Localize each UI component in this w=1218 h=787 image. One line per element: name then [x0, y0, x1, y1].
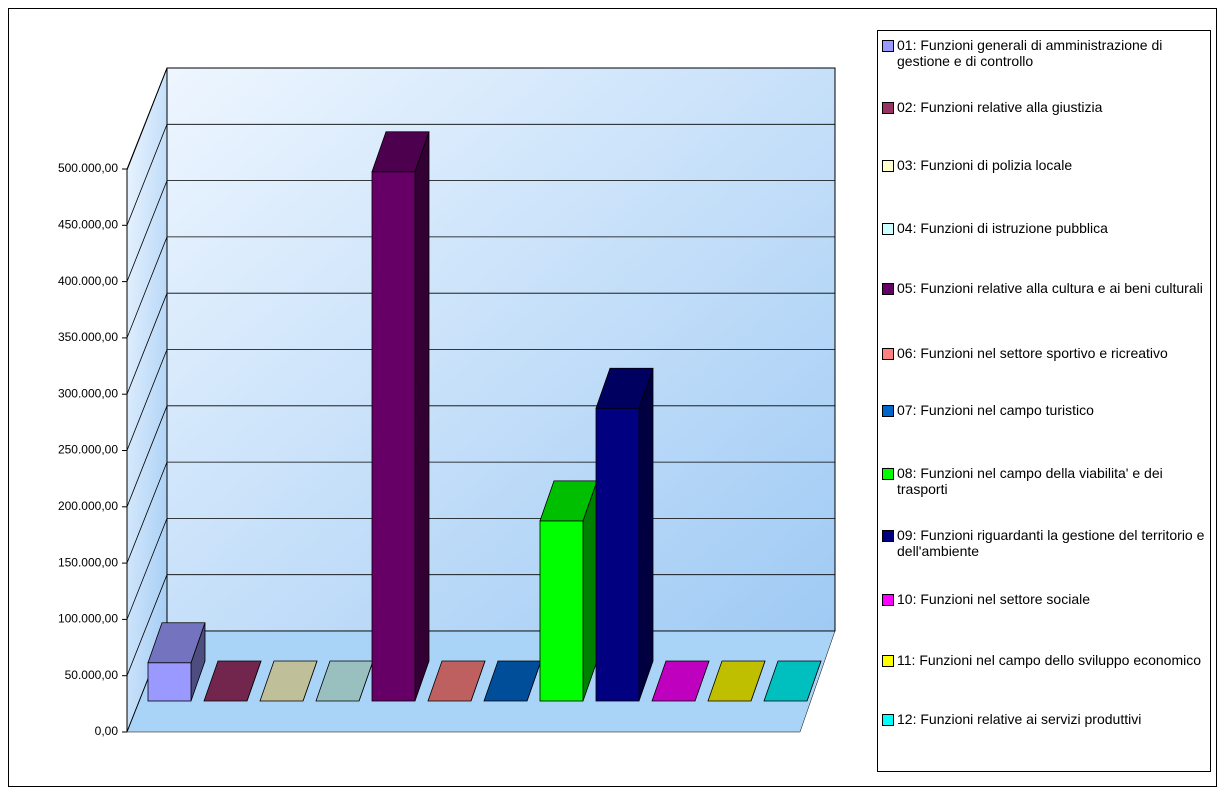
bar-top	[371, 131, 430, 173]
y-tick-label: 350.000,00	[58, 330, 118, 344]
legend-entry: 11: Funzioni nel campo dello sviluppo ec…	[882, 652, 1206, 668]
y-tick-label: 200.000,00	[58, 499, 118, 513]
legend-label: 05: Funzioni relative alla cultura e ai …	[897, 280, 1203, 296]
bar-side	[414, 131, 430, 702]
legend-label: 07: Funzioni nel campo turistico	[897, 402, 1094, 418]
legend-entry: 04: Funzioni di istruzione pubblica	[882, 220, 1206, 236]
legend-label: 03: Funzioni di polizia locale	[897, 157, 1073, 173]
grid-line	[126, 123, 835, 226]
legend-swatch	[882, 714, 894, 726]
bar	[539, 520, 584, 702]
grid-line	[126, 180, 835, 282]
bar-top	[707, 660, 766, 702]
bar-top	[651, 660, 710, 702]
legend-swatch	[882, 283, 894, 295]
legend-label: 10: Funzioni nel settore sociale	[897, 591, 1090, 607]
legend-entry: 07: Funzioni nel campo turistico	[882, 402, 1206, 418]
bar	[147, 662, 192, 702]
legend-swatch	[882, 160, 894, 172]
legend-entry: 05: Funzioni relative alla cultura e ai …	[882, 280, 1206, 296]
y-tick-label: 0,00	[95, 724, 119, 738]
legend-entry: 06: Funzioni nel settore sportivo e ricr…	[882, 345, 1206, 361]
grid-line	[126, 236, 835, 339]
y-tick-label: 400.000,00	[58, 274, 118, 288]
legend-label: 04: Funzioni di istruzione pubblica	[897, 220, 1108, 236]
y-tick-label: 100.000,00	[58, 612, 118, 626]
legend: 01: Funzioni generali di amministrazione…	[877, 30, 1211, 772]
legend-swatch	[882, 468, 894, 480]
legend-swatch	[882, 405, 894, 417]
grid-line	[126, 292, 835, 395]
bar-top	[595, 367, 654, 409]
legend-swatch	[882, 530, 894, 542]
y-tick-label: 300.000,00	[58, 386, 118, 400]
legend-swatch	[882, 655, 894, 667]
legend-swatch	[882, 102, 894, 114]
bar-top	[147, 622, 206, 664]
bar-top	[427, 660, 486, 702]
legend-label: 08: Funzioni nel campo della viabilita' …	[897, 465, 1163, 497]
legend-swatch	[882, 594, 894, 606]
bar-top	[259, 660, 318, 702]
y-tick-label: 500.000,00	[58, 161, 118, 175]
bar-top	[203, 660, 262, 702]
legend-label: 06: Funzioni nel settore sportivo e ricr…	[897, 345, 1168, 361]
legend-label: 01: Funzioni generali di amministrazione…	[897, 37, 1163, 69]
y-tick-label: 150.000,00	[58, 555, 118, 569]
bar-top	[763, 660, 822, 702]
legend-swatch	[882, 223, 894, 235]
legend-entry: 03: Funzioni di polizia locale	[882, 157, 1206, 173]
legend-entry: 08: Funzioni nel campo della viabilita' …	[882, 465, 1206, 497]
y-tick-label: 450.000,00	[58, 217, 118, 231]
legend-swatch	[882, 40, 894, 52]
legend-entry: 01: Funzioni generali di amministrazione…	[882, 37, 1206, 69]
legend-swatch	[882, 348, 894, 360]
y-tick-label: 50.000,00	[65, 668, 119, 682]
bar	[371, 171, 416, 702]
grid-line	[126, 349, 835, 451]
legend-entry: 09: Funzioni riguardanti la gestione del…	[882, 527, 1206, 559]
legend-label: 11: Funzioni nel campo dello sviluppo ec…	[897, 652, 1202, 668]
bar	[595, 407, 640, 702]
legend-label: 09: Funzioni riguardanti la gestione del…	[897, 527, 1205, 559]
y-tick-label: 250.000,00	[58, 443, 118, 457]
legend-entry: 10: Funzioni nel settore sociale	[882, 591, 1206, 607]
legend-entry: 02: Funzioni relative alla giustizia	[882, 99, 1206, 115]
legend-label: 12: Funzioni relative ai servizi produtt…	[897, 711, 1142, 727]
legend-label: 02: Funzioni relative alla giustizia	[897, 99, 1103, 115]
bar-side	[638, 368, 654, 702]
legend-entry: 12: Funzioni relative ai servizi produtt…	[882, 711, 1206, 727]
grid-line	[126, 67, 835, 170]
